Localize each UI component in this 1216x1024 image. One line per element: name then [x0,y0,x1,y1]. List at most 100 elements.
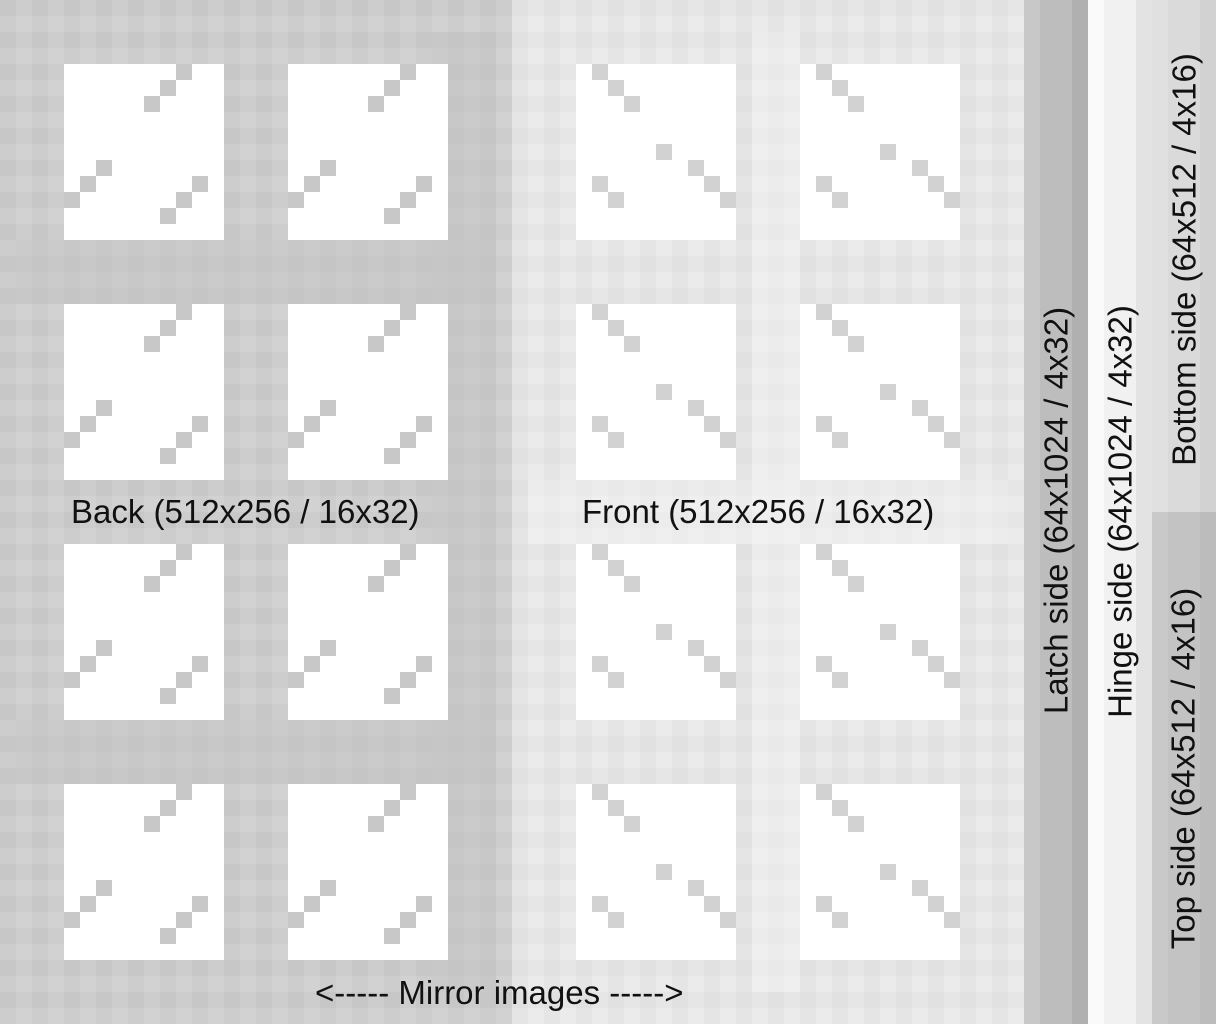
back-window-pane [64,64,224,240]
latch-side-strip: Latch side (64x1024 / 4x32) [1024,0,1088,1024]
pane-speck [592,544,608,560]
pane-speck [384,688,400,704]
pane-speck [384,80,400,96]
pane-speck [832,560,848,576]
pane-speck [720,672,736,688]
pane-speck [384,448,400,464]
pane-speck [688,400,704,416]
pane-speck [688,640,704,656]
pane-speck [320,640,336,656]
pane-speck [656,144,672,160]
pane-speck [416,896,432,912]
pane-speck [80,176,96,192]
front-window-pane [576,544,736,720]
pane-speck [912,880,928,896]
pane-speck [656,864,672,880]
back-window-pane [288,784,448,960]
pane-speck [160,208,176,224]
pane-speck [848,816,864,832]
pane-speck [80,416,96,432]
pane-speck [608,672,624,688]
pane-speck [912,160,928,176]
pane-speck [304,176,320,192]
pane-speck [720,192,736,208]
pane-speck [400,64,416,80]
pane-speck [384,560,400,576]
mirror-images-caption: <----- Mirror images -----> [315,974,684,1011]
pane-speck [304,416,320,432]
pane-speck [144,576,160,592]
pane-speck [944,912,960,928]
front-window-pane [800,784,960,960]
pane-speck [160,688,176,704]
back-label: Back (512x256 / 16x32) [71,493,420,530]
pane-speck [832,672,848,688]
pane-speck [832,192,848,208]
pane-speck [608,320,624,336]
pane-speck [816,416,832,432]
pane-speck [176,784,192,800]
pane-speck [656,624,672,640]
pane-speck [704,416,720,432]
pane-speck [160,560,176,576]
pane-speck [912,400,928,416]
pane-speck [624,96,640,112]
pane-speck [192,656,208,672]
pane-speck [416,416,432,432]
pane-speck [704,656,720,672]
pane-speck [832,80,848,96]
pane-speck [832,320,848,336]
pane-speck [368,816,384,832]
pane-speck [288,672,304,688]
pane-speck [320,160,336,176]
pane-speck [720,912,736,928]
frame-shade [528,480,1008,544]
back-window-pane [64,784,224,960]
pane-speck [608,192,624,208]
pane-speck [608,432,624,448]
pane-speck [720,432,736,448]
pane-speck [96,880,112,896]
pane-speck [816,544,832,560]
pane-speck [624,816,640,832]
top-side-strip: Top side (64x512 / 4x16) [1152,512,1216,1024]
pane-speck [288,432,304,448]
pane-speck [832,912,848,928]
pane-speck [880,384,896,400]
pane-speck [176,304,192,320]
pane-speck [416,176,432,192]
pane-speck [400,432,416,448]
pane-speck [592,784,608,800]
pane-speck [176,672,192,688]
pane-speck [592,304,608,320]
pane-speck [928,176,944,192]
pane-speck [928,416,944,432]
pane-speck [848,96,864,112]
pane-speck [704,896,720,912]
pane-speck [80,896,96,912]
pane-speck [912,640,928,656]
frame-shade [752,32,800,992]
pane-speck [608,80,624,96]
pane-speck [320,880,336,896]
pane-speck [400,784,416,800]
pane-speck [608,800,624,816]
pane-speck [880,864,896,880]
pane-speck [880,144,896,160]
pane-speck [160,928,176,944]
pane-speck [160,80,176,96]
pane-speck [176,544,192,560]
pane-speck [688,160,704,176]
front-window-pane [576,784,736,960]
pane-speck [96,160,112,176]
pane-speck [880,624,896,640]
front-window-pane [800,304,960,480]
pane-speck [400,544,416,560]
pane-speck [368,576,384,592]
pane-speck [304,656,320,672]
pane-speck [944,672,960,688]
pane-speck [64,672,80,688]
pane-speck [944,192,960,208]
pane-speck [64,432,80,448]
front-texture-panel [512,0,1024,1024]
